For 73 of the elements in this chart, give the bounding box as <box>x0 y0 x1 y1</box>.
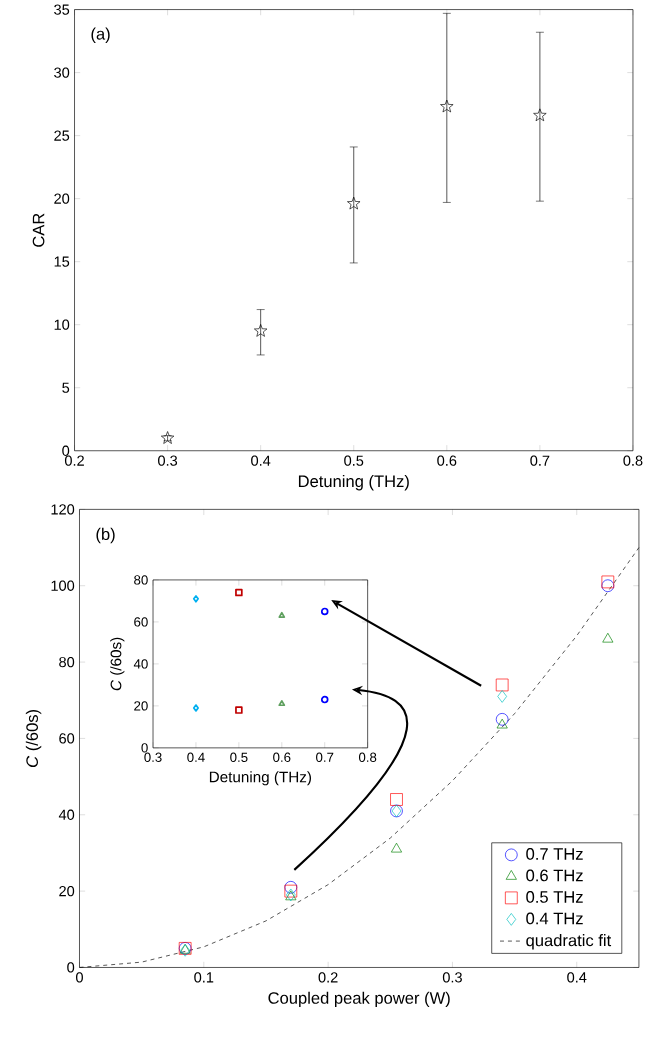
point <box>278 700 286 707</box>
x-tick-label: 0.1 <box>194 972 214 983</box>
y-axis-title: C (/60s) <box>110 637 125 691</box>
x-tick-label: 0.6 <box>273 752 291 762</box>
point <box>496 718 508 729</box>
point <box>391 842 403 853</box>
x-tick-label: 0.3 <box>442 972 463 983</box>
point <box>193 595 200 603</box>
legend-label: quadratic fit <box>526 934 612 950</box>
y-tick-label: 40 <box>58 809 75 820</box>
legend-label: 0.7 THz <box>526 848 583 860</box>
point <box>284 884 298 898</box>
y-tick-label: 20 <box>54 193 70 204</box>
y-tick-label: 20 <box>59 885 75 897</box>
point <box>193 704 200 712</box>
point <box>497 690 508 703</box>
point <box>602 632 614 643</box>
x-tick-label: 0.5 <box>230 752 248 762</box>
y-tick-label: 40 <box>133 659 148 669</box>
x-tick-label: 0 <box>76 972 84 983</box>
y-axis-title: C (/60s) <box>25 709 42 767</box>
x-tick-label: 0.6 <box>437 455 457 466</box>
x-tick-label: 0.8 <box>623 455 643 466</box>
point <box>235 706 243 714</box>
x-tick-label: 0.5 <box>344 455 364 466</box>
legend-label: 0.5 THz <box>526 891 583 903</box>
x-tick-label: 0.2 <box>318 972 338 983</box>
x-tick-label: 0.3 <box>144 752 162 762</box>
y-tick-label: 10 <box>54 319 70 330</box>
point <box>254 324 268 337</box>
y-tick-label: 35 <box>54 4 70 15</box>
point <box>533 108 547 122</box>
x-axis-title: Detuning (THz) <box>299 474 409 491</box>
y-tick-label: 25 <box>54 130 70 141</box>
point <box>601 575 615 589</box>
legend-label: 0.4 THz <box>526 912 583 925</box>
y-tick-label: 60 <box>134 617 148 627</box>
y-tick-label: 5 <box>62 382 70 393</box>
y-tick-label: 80 <box>134 575 148 585</box>
point <box>321 695 329 704</box>
legend-label: 0.6 THz <box>526 869 583 882</box>
point <box>440 99 454 113</box>
x-axis-title: Detuning (THz) <box>210 771 312 786</box>
y-tick-label: 100 <box>51 580 75 591</box>
y-tick-label: 0 <box>62 445 70 456</box>
x-tick-label: 0.4 <box>567 972 587 983</box>
y-tick-label: 0 <box>67 962 75 973</box>
point <box>390 793 403 806</box>
x-tick-label: 0.7 <box>316 752 334 762</box>
x-tick-label: 0.4 <box>187 752 205 762</box>
y-tick-label: 60 <box>59 733 75 744</box>
point <box>347 196 361 210</box>
x-tick-label: 0.4 <box>251 455 271 466</box>
x-tick-label: 0.7 <box>530 455 550 466</box>
x-tick-label: 0.8 <box>359 752 377 762</box>
y-tick-label: 80 <box>59 656 75 668</box>
y-tick-label: 20 <box>134 701 148 711</box>
point <box>321 607 329 616</box>
y-axis-title: CAR <box>32 213 45 247</box>
x-axis-title: Coupled peak power (W) <box>268 991 450 1008</box>
point <box>495 713 509 726</box>
y-tick-label: 120 <box>51 504 75 515</box>
y-tick-label: 15 <box>54 256 70 267</box>
point <box>235 588 243 597</box>
point <box>495 678 509 692</box>
x-tick-label: 0.3 <box>158 455 178 466</box>
annotation: (b) <box>96 527 115 544</box>
y-tick-label: 30 <box>54 67 70 78</box>
point <box>161 431 175 444</box>
y-tick-label: 0 <box>141 743 148 753</box>
point <box>278 611 286 618</box>
x-tick-label: 0.2 <box>65 455 85 466</box>
annotation: (a) <box>91 27 110 43</box>
